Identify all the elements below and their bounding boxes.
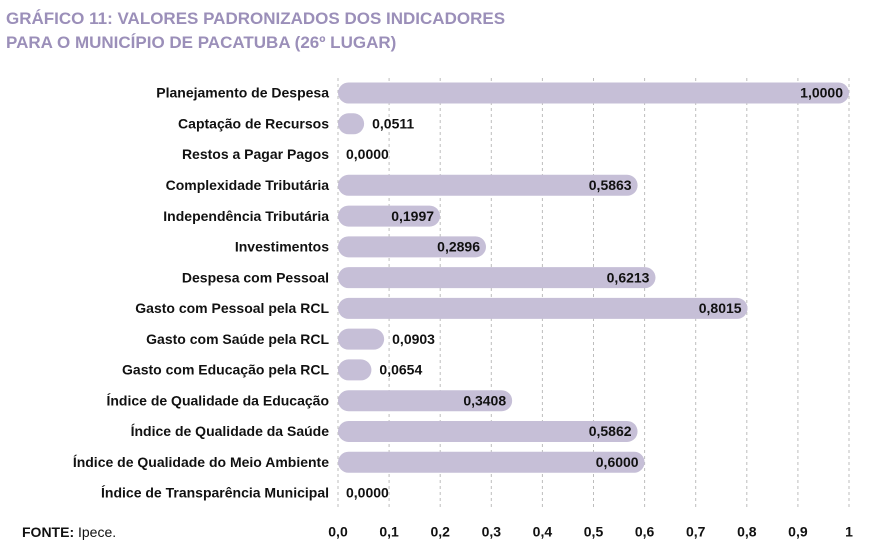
value-label: 0,0000 bbox=[346, 146, 389, 162]
x-tick-label: 1 bbox=[845, 524, 853, 540]
x-tick-label: 0,2 bbox=[430, 524, 450, 540]
x-tick-label: 0,5 bbox=[584, 524, 604, 540]
value-label: 0,5862 bbox=[589, 423, 632, 439]
x-tick-label: 0,8 bbox=[737, 524, 757, 540]
bar bbox=[338, 359, 372, 381]
bar bbox=[338, 297, 748, 319]
category-label: Complexidade Tributária bbox=[166, 177, 330, 193]
value-label: 1,0000 bbox=[800, 85, 843, 101]
category-label: Restos a Pagar Pagos bbox=[182, 146, 329, 162]
bar bbox=[338, 82, 849, 104]
x-tick-label: 0,6 bbox=[635, 524, 655, 540]
bar bbox=[338, 267, 656, 289]
chart-title: PARA O MUNICÍPIO DE PACATUBA (26º LUGAR) bbox=[6, 33, 396, 52]
category-label: Gasto com Saúde pela RCL bbox=[146, 331, 329, 347]
bar bbox=[338, 390, 513, 412]
category-label: Índice de Qualidade da Educação bbox=[106, 392, 329, 408]
category-label: Índice de Transparência Municipal bbox=[101, 485, 329, 501]
value-label: 0,3408 bbox=[463, 392, 506, 408]
value-label: 0,0000 bbox=[346, 485, 389, 501]
bar bbox=[338, 451, 645, 473]
source-text: Ipece. bbox=[78, 524, 116, 540]
x-tick-label: 0,0 bbox=[328, 524, 348, 540]
value-label: 0,0903 bbox=[392, 331, 435, 347]
x-tick-label: 0,4 bbox=[533, 524, 553, 540]
value-label: 0,0511 bbox=[372, 115, 414, 131]
chart-title: GRÁFICO 11: VALORES PADRONIZADOS DOS IND… bbox=[6, 9, 505, 28]
category-label: Índice de Qualidade da Saúde bbox=[131, 423, 330, 439]
bar bbox=[338, 174, 638, 196]
x-tick-label: 0,1 bbox=[379, 524, 399, 540]
x-tick-label: 0,3 bbox=[482, 524, 502, 540]
value-label: 0,1997 bbox=[391, 208, 434, 224]
category-label: Gasto com Educação pela RCL bbox=[122, 362, 329, 378]
category-label: Investimentos bbox=[235, 239, 329, 255]
value-label: 0,6213 bbox=[607, 269, 650, 285]
bar bbox=[338, 205, 441, 227]
category-label: Planejamento de Despesa bbox=[156, 85, 329, 101]
bar bbox=[338, 328, 385, 350]
value-label: 0,8015 bbox=[699, 300, 742, 316]
source: FONTE: Ipece. bbox=[22, 524, 116, 540]
value-label: 0,6000 bbox=[596, 454, 639, 470]
category-label: Captação de Recursos bbox=[178, 115, 329, 131]
value-label: 0,2896 bbox=[437, 239, 480, 255]
x-tick-label: 0,9 bbox=[788, 524, 808, 540]
bar bbox=[338, 420, 638, 442]
category-label: Índice de Qualidade do Meio Ambiente bbox=[73, 454, 329, 470]
source-label: FONTE: bbox=[22, 524, 74, 540]
category-label: Despesa com Pessoal bbox=[182, 269, 329, 285]
value-label: 0,5863 bbox=[589, 177, 632, 193]
bar bbox=[338, 113, 365, 135]
category-label: Gasto com Pessoal pela RCL bbox=[135, 300, 329, 316]
value-label: 0,0654 bbox=[379, 362, 422, 378]
bar bbox=[338, 236, 486, 258]
x-tick-label: 0,7 bbox=[686, 524, 706, 540]
category-label: Independência Tributária bbox=[163, 208, 329, 224]
